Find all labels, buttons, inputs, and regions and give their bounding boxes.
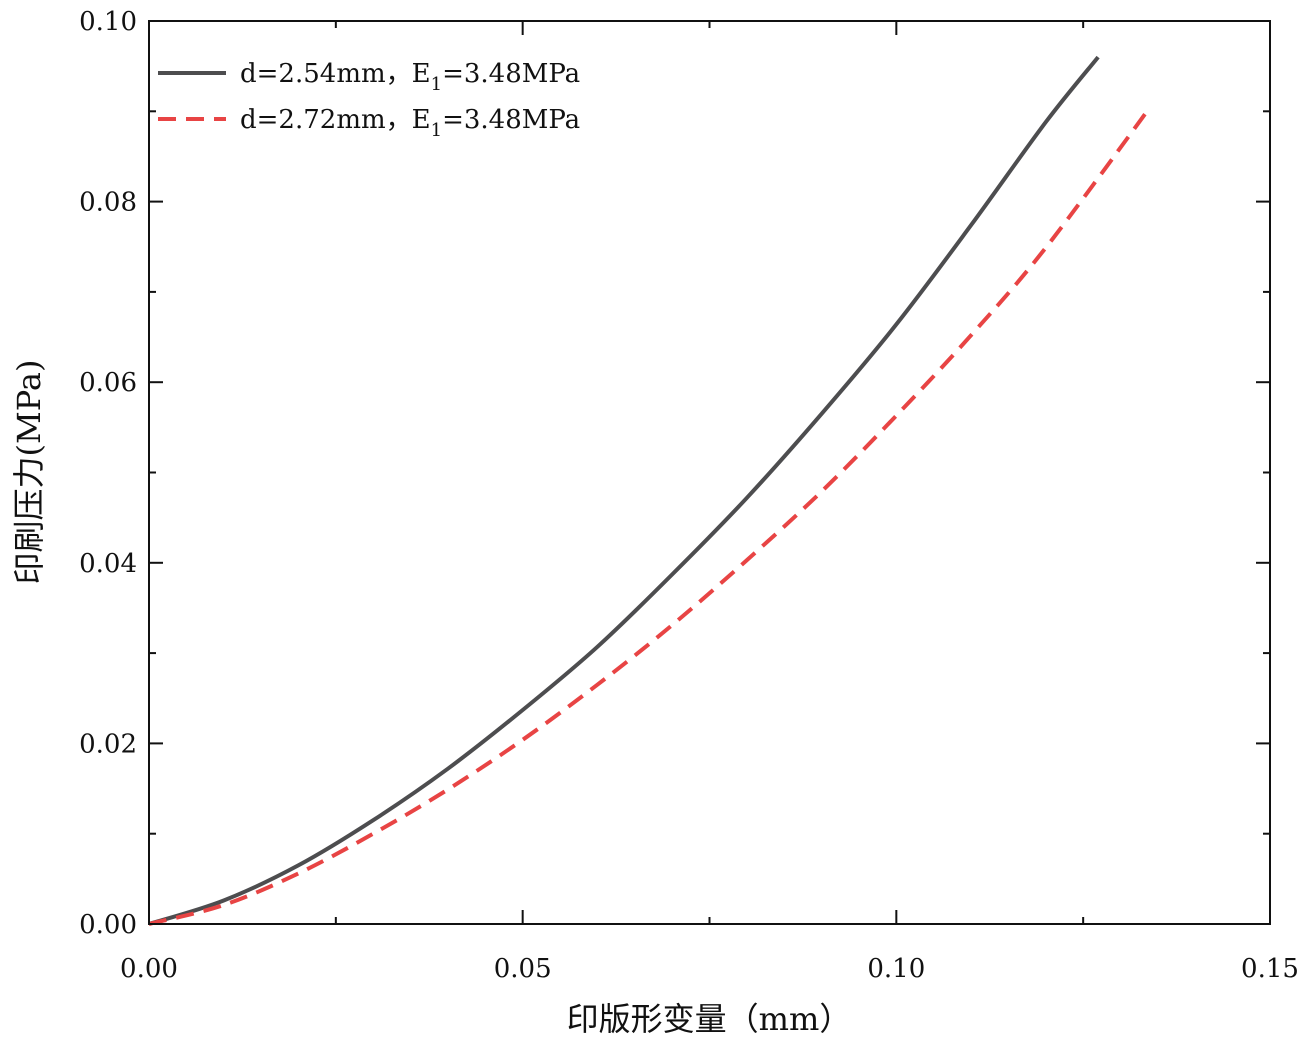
y-axis-title: 印刷压力(MPa): [10, 360, 48, 585]
y-tick-label: 0.02: [79, 729, 137, 759]
series-line-2: [148, 105, 1153, 926]
y-tick-label: 0.10: [79, 7, 137, 37]
legend-label-series-2-tail: =3.48MPa: [442, 105, 580, 135]
x-tick-label: 0.00: [120, 954, 178, 984]
legend-label-series-2: d=2.72mm，E1=3.48MPa: [240, 105, 580, 141]
y-tick-label: 0.06: [79, 368, 137, 398]
y-tick-label: 0.08: [79, 188, 137, 218]
legend-label-series-1: d=2.54mm，E1=3.48MPa: [240, 59, 580, 95]
x-tick-label: 0.05: [494, 954, 552, 984]
legend-label-series-2-sub: 1: [431, 120, 442, 141]
x-tick-label: 0.15: [1241, 954, 1299, 984]
legend-label-series-1-main: d=2.54mm，E: [240, 59, 431, 89]
tick-labels: 0.00 0.05 0.10 0.15 0.00 0.02 0.04 0.06 0.08 0.10: [79, 7, 1299, 984]
x-axis-title: 印版形变量（mm）: [567, 1000, 852, 1038]
plot-frame: [148, 20, 1271, 925]
legend: d=2.54mm，E1=3.48MPa d=2.72mm，E1=3.48MPa: [158, 59, 580, 141]
series-line-1: [148, 55, 1100, 926]
legend-label-series-2-main: d=2.72mm，E: [240, 105, 431, 135]
y-tick-label: 0.04: [79, 549, 137, 579]
y-tick-label: 0.00: [79, 910, 137, 940]
x-tick-label: 0.10: [867, 954, 925, 984]
legend-label-series-1-sub: 1: [431, 74, 442, 95]
legend-label-series-1-tail: =3.48MPa: [442, 59, 580, 89]
series-layer: [148, 55, 1153, 926]
